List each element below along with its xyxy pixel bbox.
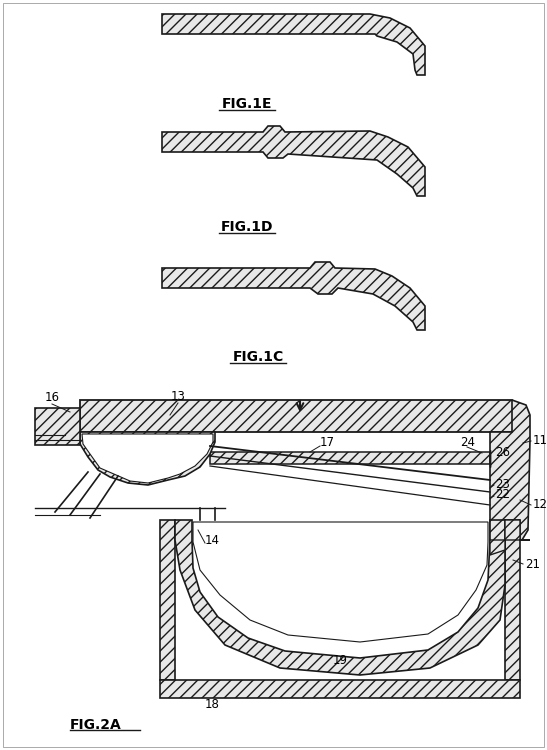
Text: FIG.1D: FIG.1D <box>221 220 274 234</box>
Text: 21: 21 <box>525 559 540 572</box>
Text: 19: 19 <box>333 653 347 667</box>
Polygon shape <box>35 408 80 445</box>
Text: FIG.1E: FIG.1E <box>222 97 272 111</box>
Polygon shape <box>175 520 505 675</box>
Polygon shape <box>162 14 425 75</box>
Polygon shape <box>193 522 488 642</box>
Polygon shape <box>160 680 520 698</box>
Polygon shape <box>80 400 524 432</box>
Text: 14: 14 <box>205 533 220 547</box>
Text: 18: 18 <box>205 698 220 712</box>
Text: 24: 24 <box>460 436 475 449</box>
Polygon shape <box>505 520 520 680</box>
Polygon shape <box>162 262 425 330</box>
Polygon shape <box>490 400 530 540</box>
Text: 11: 11 <box>533 433 547 446</box>
Text: 12: 12 <box>533 499 547 512</box>
Text: FIG.2A: FIG.2A <box>70 718 122 732</box>
Text: FIG.1C: FIG.1C <box>232 350 284 364</box>
Polygon shape <box>82 434 213 483</box>
Polygon shape <box>210 452 490 464</box>
Text: 22: 22 <box>495 488 510 502</box>
Polygon shape <box>490 520 530 555</box>
Text: 17: 17 <box>320 436 335 449</box>
Text: 23: 23 <box>495 478 510 490</box>
Polygon shape <box>162 126 425 196</box>
Text: 26: 26 <box>495 446 510 460</box>
Text: 13: 13 <box>171 390 185 403</box>
Polygon shape <box>160 520 175 680</box>
Polygon shape <box>80 432 215 485</box>
Text: 16: 16 <box>44 391 60 404</box>
